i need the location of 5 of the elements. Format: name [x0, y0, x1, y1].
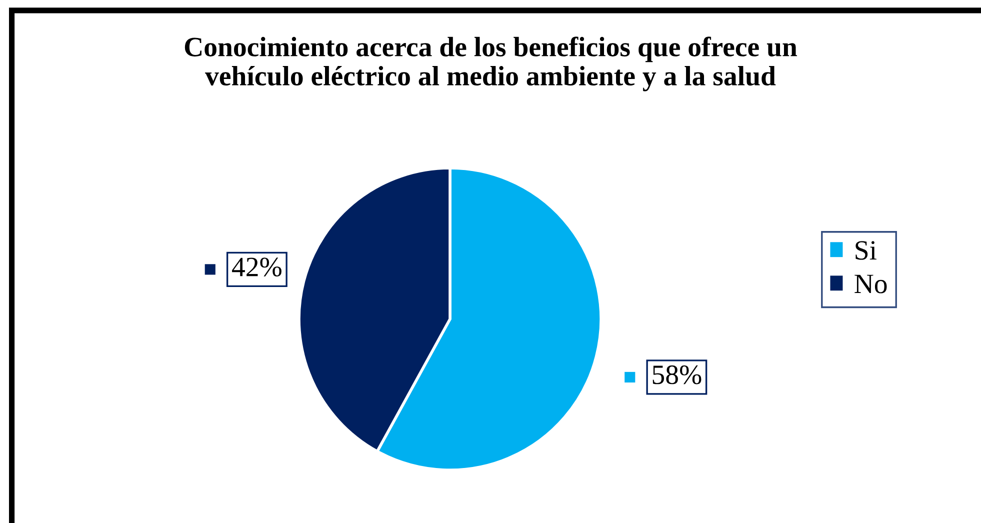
legend-label: No	[854, 274, 887, 294]
chart-title: Conocimiento acerca de los beneficios que ofrece un vehículo eléctrico al medio ambiente y a la salud	[184, 36, 798, 92]
data-label: 42%	[232, 258, 282, 276]
legend-label: Si	[856, 241, 876, 260]
data-label: 58%	[652, 365, 702, 384]
